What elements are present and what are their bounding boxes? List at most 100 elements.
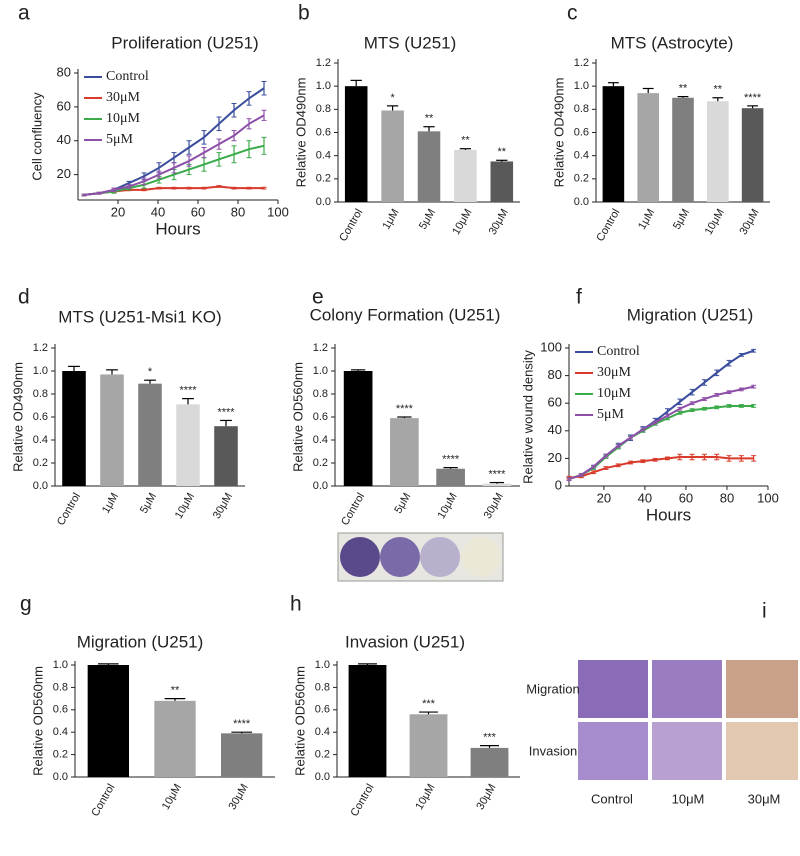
- chart-title: Invasion (U251): [345, 632, 465, 651]
- row-label: Migration: [526, 681, 579, 696]
- x-tick-label: 10μM: [450, 207, 474, 237]
- colony-plate: [337, 532, 504, 582]
- row-label: Invasion: [529, 743, 577, 758]
- bar: [436, 468, 465, 486]
- x-tick-label: 30μM: [737, 207, 761, 237]
- y-axis-label: Relative OD560nm: [30, 666, 45, 776]
- bar: [344, 86, 368, 202]
- significance: ****: [217, 406, 235, 418]
- legend-label: 5μM: [106, 132, 134, 147]
- x-axis-label: Hours: [646, 505, 691, 524]
- bar: [490, 161, 514, 202]
- x-tick-label: 1μM: [636, 207, 657, 232]
- y-tick-label: 1.0: [315, 659, 330, 671]
- y-tick-label: 1.0: [574, 80, 589, 92]
- chart-title: Migration (U251): [627, 305, 754, 324]
- x-tick-label: Control: [55, 491, 83, 528]
- y-tick-label: 0.2: [313, 457, 328, 469]
- bar: [390, 418, 419, 486]
- y-tick-label: 0.0: [53, 771, 68, 783]
- bar: [470, 747, 509, 777]
- bar: [672, 97, 694, 202]
- y-tick-label: 0.2: [574, 173, 589, 185]
- y-axis-label: Relative OD560nm: [290, 362, 305, 472]
- y-tick-label: 0.0: [574, 196, 589, 208]
- x-tick-label: 30μM: [474, 782, 498, 812]
- y-tick-label: 0.4: [313, 434, 328, 446]
- y-tick-label: 0.0: [313, 480, 328, 492]
- y-tick-label: 0.6: [315, 704, 330, 716]
- y-axis-label: Cell confluency: [29, 92, 44, 181]
- bar: [214, 426, 238, 486]
- bar: [348, 665, 387, 777]
- significance: ****: [233, 718, 251, 730]
- x-tick-label: 10μM: [413, 782, 437, 812]
- legend-label: 10μM: [597, 386, 632, 401]
- y-tick-label: 0.6: [316, 126, 331, 138]
- x-tick-label: Control: [339, 491, 367, 528]
- y-tick-label: 0.6: [313, 411, 328, 423]
- y-tick-label: 0.4: [53, 726, 68, 738]
- significance: ***: [483, 732, 497, 744]
- x-tick-label: 5μM: [671, 207, 692, 232]
- significance: **: [679, 82, 688, 94]
- legend-label: Control: [106, 69, 149, 84]
- x-tick-label: 10μM: [435, 491, 459, 521]
- col-label: Control: [591, 791, 633, 806]
- y-tick-label: 0.4: [315, 726, 330, 738]
- y-tick-label: 0.2: [53, 749, 68, 761]
- y-tick-label: 0.0: [316, 196, 331, 208]
- panel-letter: h: [290, 593, 302, 616]
- panel-letter: f: [576, 286, 582, 309]
- legend-label: 30μM: [106, 90, 141, 105]
- legend-label: 10μM: [106, 111, 141, 126]
- bar: [176, 404, 200, 486]
- chart-title: MTS (Astrocyte): [611, 33, 734, 52]
- y-axis-label: Relative OD490nm: [551, 78, 566, 188]
- y-tick-label: 0.8: [315, 681, 330, 693]
- bar: [417, 131, 441, 202]
- y-tick-label: 0: [555, 477, 562, 492]
- y-tick-label: 1.2: [316, 57, 331, 69]
- y-tick-label: 80: [57, 64, 71, 79]
- col-label: 10μM: [672, 791, 705, 806]
- panel-letter: a: [18, 2, 30, 25]
- bar: [100, 374, 124, 486]
- bar: [221, 733, 263, 777]
- x-tick-label: 60: [191, 204, 205, 219]
- bar: [409, 714, 448, 777]
- x-tick-label: 40: [151, 204, 165, 219]
- y-tick-label: 1.0: [316, 80, 331, 92]
- y-tick-label: 100: [540, 339, 562, 354]
- x-tick-label: 1μM: [100, 491, 121, 516]
- bar: [482, 483, 512, 486]
- panel-letter: c: [567, 2, 578, 25]
- line: [568, 385, 754, 481]
- bar: [154, 700, 196, 777]
- legend-label: Control: [597, 344, 640, 359]
- x-tick-label: 60: [679, 490, 693, 505]
- y-tick-label: 0.2: [33, 457, 48, 469]
- y-tick-label: 0.6: [53, 704, 68, 716]
- x-tick-label: 10μM: [173, 491, 197, 521]
- x-tick-label: 30μM: [227, 782, 251, 812]
- y-tick-label: 0.0: [315, 771, 330, 783]
- significance: ****: [442, 454, 460, 466]
- y-tick-label: 0.4: [574, 150, 589, 162]
- y-tick-label: 0.8: [316, 103, 331, 115]
- y-tick-label: 40: [548, 422, 562, 437]
- panel-letter: i: [762, 600, 767, 623]
- bar: [381, 110, 404, 202]
- significance: ****: [744, 92, 762, 104]
- y-tick-label: 60: [57, 98, 71, 113]
- y-tick-label: 0.2: [316, 173, 331, 185]
- significance: ****: [488, 468, 506, 480]
- y-tick-label: 40: [57, 132, 71, 147]
- panel-letter: b: [298, 2, 310, 25]
- panel-letter: d: [18, 286, 30, 309]
- bar: [707, 101, 729, 202]
- panel-letter: e: [312, 286, 324, 309]
- significance: **: [425, 113, 434, 125]
- micrograph-grid: [578, 660, 798, 780]
- significance: **: [714, 84, 723, 96]
